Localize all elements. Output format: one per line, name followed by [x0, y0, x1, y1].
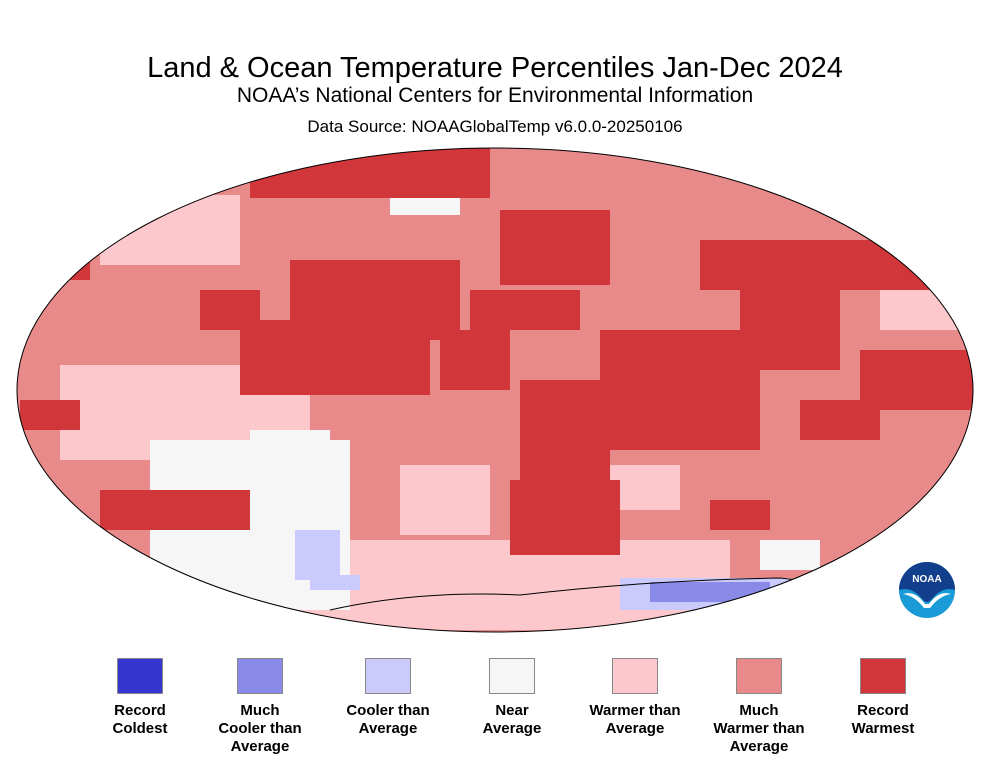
legend-label: Record — [114, 702, 166, 719]
percentile-cell-region — [650, 582, 770, 602]
legend-item: Much Warmer than Average — [694, 658, 824, 756]
legend-label: Cooler than — [346, 702, 430, 719]
legend-swatch — [365, 658, 411, 694]
percentile-cell-region — [740, 290, 840, 370]
percentile-cell-region — [500, 210, 610, 285]
percentile-cell-region — [470, 290, 580, 330]
legend-item: Cooler than Average — [323, 658, 453, 756]
legend-label: Near — [495, 702, 529, 719]
percentile-cell-region — [200, 290, 260, 330]
svg-text:NOAA: NOAA — [912, 574, 941, 585]
legend-label: Much — [240, 702, 280, 719]
percentile-cell-region — [100, 195, 240, 265]
legend-label — [818, 738, 948, 756]
legend-label: Warmer than — [589, 702, 681, 719]
legend-label: Average — [729, 738, 789, 755]
legend-item: Much Cooler than Average — [195, 658, 325, 756]
data-source: Data Source: NOAAGlobalTemp v6.0.0-20250… — [307, 117, 683, 136]
percentile-cell-region — [710, 500, 770, 530]
percentile-cell-region — [20, 250, 90, 280]
legend-item: Record Coldest — [75, 658, 205, 756]
legend-swatch — [237, 658, 283, 694]
legend-label: Record — [857, 702, 909, 719]
legend-swatch — [612, 658, 658, 694]
legend-label: Average — [605, 720, 665, 737]
percentile-cell-region — [250, 148, 490, 198]
legend-label: Much — [739, 702, 779, 719]
percentile-cell-region — [100, 490, 250, 530]
percentile-cell-region — [240, 320, 430, 395]
legend-label: Average — [230, 738, 290, 755]
legend-item: Warmer than Average — [570, 658, 700, 756]
map-title: Land & Ocean Temperature Percentiles Jan… — [147, 52, 843, 84]
legend-label — [447, 738, 577, 756]
legend-label: Average — [358, 720, 418, 737]
legend-item: Record Warmest — [818, 658, 948, 756]
legend-swatch — [736, 658, 782, 694]
percentile-cell-region — [440, 330, 510, 390]
legend-label: Average — [482, 720, 542, 737]
legend-swatch — [860, 658, 906, 694]
noaa-logo: NOAA — [897, 560, 957, 625]
legend-label: Cooler than — [218, 720, 302, 737]
legend-label: Warmer than — [713, 720, 805, 737]
map-subtitle: NOAA’s National Centers for Environmenta… — [236, 84, 754, 107]
legend-item: Near Average — [447, 658, 577, 756]
percentile-cell-region — [700, 240, 960, 290]
percentile-cell-region — [800, 400, 880, 440]
percentile-cell-region — [20, 400, 80, 430]
percentile-cell-region — [295, 530, 340, 580]
percentile-cell-region — [760, 540, 820, 570]
legend-swatch — [117, 658, 163, 694]
percentile-cell-region — [600, 330, 760, 450]
percentile-cell-region — [310, 575, 360, 590]
legend-label: Coldest — [112, 720, 168, 737]
percentile-cell-region — [520, 380, 610, 480]
percentile-cell-region — [400, 465, 490, 535]
percentile-cell-region — [880, 290, 960, 330]
legend-label: Warmest — [851, 720, 915, 737]
legend-label — [323, 738, 453, 756]
legend-label — [75, 738, 205, 756]
percentile-cell-region — [510, 480, 620, 555]
legend-swatch — [489, 658, 535, 694]
legend-label — [570, 738, 700, 756]
